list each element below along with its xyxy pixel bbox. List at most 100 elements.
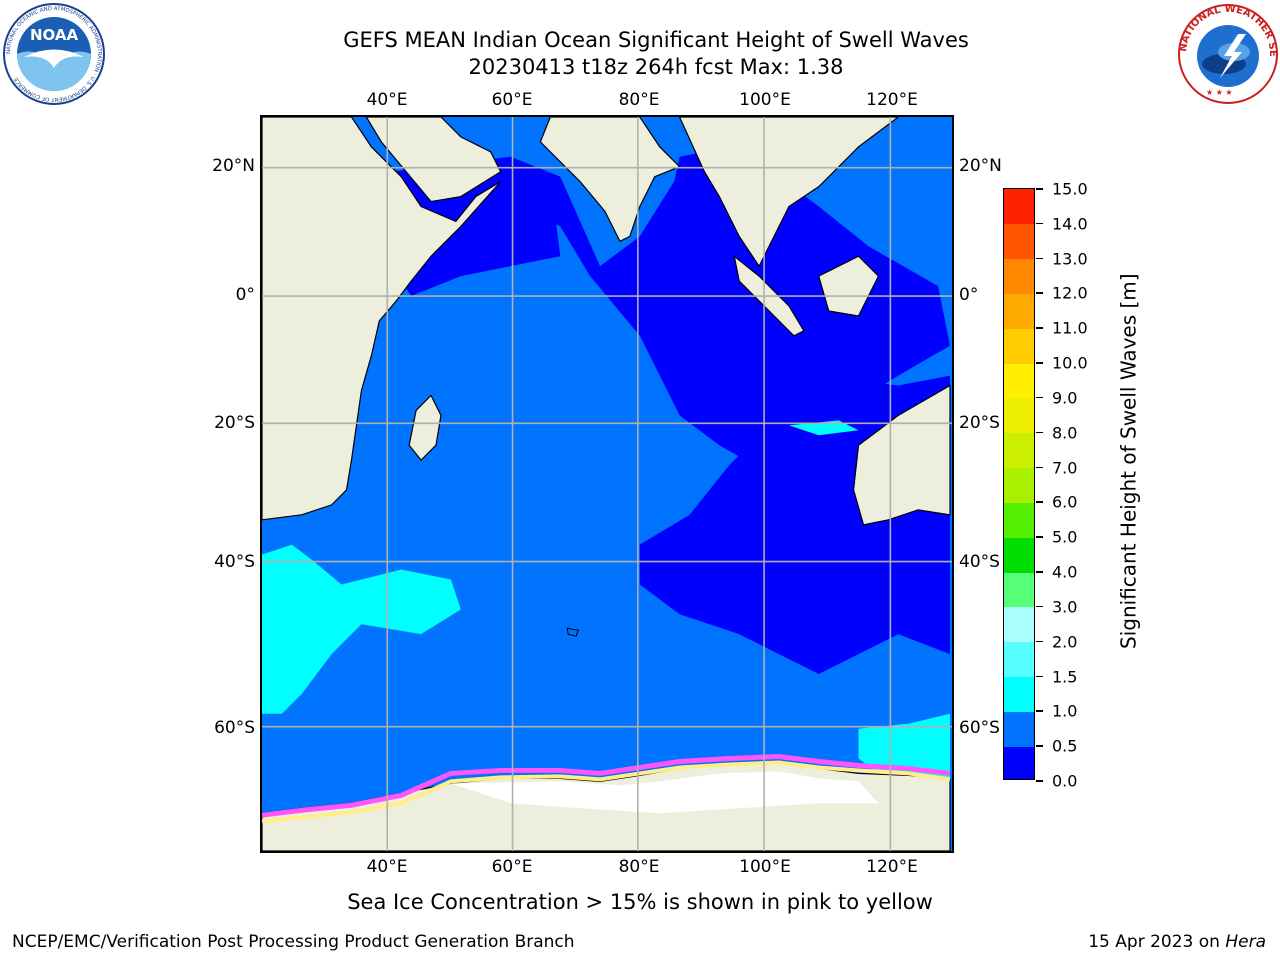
svg-text:★ ★ ★: ★ ★ ★ [1206,88,1233,97]
lat-label-right-0: 0° [959,285,979,305]
lon-label-top-100e: 100°E [739,90,791,110]
colorbar-tick [1036,640,1043,643]
colorbar-tick-label: 5.0 [1052,527,1078,547]
colorbar-tick [1036,222,1043,225]
colorbar-tick [1036,431,1043,434]
chart-subtitle: 20230413 t18z 264h fcst Max: 1.38 [468,55,844,79]
lat-label-right-20n: 20°N [959,156,1002,176]
colorbar-tick-label: 11.0 [1052,318,1088,338]
lon-label-bottom-80e: 80°E [618,857,660,877]
colorbar-tick-label: 7.0 [1052,458,1078,478]
colorbar-tick-label: 14.0 [1052,214,1088,234]
lat-label-left-0: 0° [235,285,255,305]
colorbar-segment [1004,746,1034,779]
colorbar-segment [1004,328,1034,364]
lon-label-top-60e: 60°E [491,90,533,110]
colorbar-segment [1004,258,1034,294]
lon-label-top-80e: 80°E [618,90,660,110]
land-india [539,117,681,243]
colorbar-tick [1036,362,1043,364]
lat-label-right-60s: 60°S [959,718,1000,738]
colorbar-tick-label: 13.0 [1052,249,1088,269]
noaa-logo-text: NOAA [30,26,79,44]
colorbar-tick [1036,257,1043,260]
lat-label-left-20s: 20°S [214,413,255,433]
colorbar-tick-label: 1.5 [1052,667,1078,687]
colorbar-tick [1036,501,1043,503]
noaa-logo: NOAA NATIONAL OCEANIC AND ATMOSPHERIC AD… [3,3,105,105]
nws-logo: NATIONAL WEATHER SERVICE ★ ★ ★ [1176,2,1278,104]
colorbar-tick [1036,605,1043,608]
land-australia [852,384,951,526]
land-madagascar [408,394,442,462]
colorbar-segment [1004,432,1034,469]
land-southeast-asia [678,117,900,268]
colorbar-tick-label: 10.0 [1052,353,1088,373]
colorbar-segment [1004,711,1034,747]
colorbar-segment [1004,467,1034,503]
colorbar-segment [1004,537,1034,573]
lon-label-bottom-60e: 60°E [491,857,533,877]
colorbar-segment [1004,223,1034,260]
colorbar-tick-label: 0.5 [1052,736,1078,756]
colorbar-tick-label: 12.0 [1052,283,1088,303]
colorbar-tick [1036,675,1043,678]
colorbar-tick-label: 8.0 [1052,423,1078,443]
sea-ice-edge [262,754,951,818]
colorbar [1003,188,1035,780]
credit-date-text: 15 Apr 2023 on [1088,932,1226,952]
land-africa [262,117,502,521]
colorbar-tick [1036,710,1043,712]
sea-ice-white [450,771,879,814]
colorbar-tick-label: 0.0 [1052,771,1078,791]
colorbar-tick [1036,292,1043,294]
graticule [262,117,952,851]
colorbar-tick [1036,571,1043,573]
colorbar-segment [1004,363,1034,399]
colorbar-tick-label: 3.0 [1052,597,1078,617]
colorbar-tick [1036,188,1043,190]
colorbar-segment [1004,502,1034,538]
colorbar-tick-label: 6.0 [1052,492,1078,512]
colorbar-segment [1004,572,1034,608]
lon-label-bottom-100e: 100°E [739,857,791,877]
colorbar-segment [1004,676,1034,712]
chart-title: GEFS MEAN Indian Ocean Significant Heigh… [343,28,969,52]
high-swell-southwest [262,544,461,714]
colorbar-tick-label: 4.0 [1052,562,1078,582]
sea-ice-inner [262,760,951,824]
low-swell-arabian-sea [391,176,561,297]
colorbar-segment [1004,293,1034,329]
colorbar-tick [1036,396,1043,399]
sea-ice-footnote: Sea Ice Concentration > 15% is shown in … [347,890,933,914]
colorbar-tick-label: 1.0 [1052,701,1078,721]
swell-height-map [260,115,954,853]
credit-branch: NCEP/EMC/Verification Post Processing Pr… [12,932,575,952]
colorbar-tick-label: 2.0 [1052,632,1078,652]
colorbar-tick [1036,780,1043,782]
lat-label-left-60s: 60°S [214,718,255,738]
lon-label-top-120e: 120°E [866,90,918,110]
colorbar-segment [1004,606,1034,643]
colorbar-tick [1036,536,1043,538]
lat-label-right-40s: 40°S [959,552,1000,572]
land-arabia [365,117,502,203]
colorbar-tick [1036,466,1043,469]
lat-label-left-20n: 20°N [212,156,255,176]
colorbar-tick [1036,745,1043,747]
colorbar-tick-label: 9.0 [1052,388,1078,408]
lon-label-bottom-40e: 40°E [366,857,408,877]
lat-label-right-20s: 20°S [959,413,1000,433]
lon-label-bottom-120e: 120°E [866,857,918,877]
colorbar-segment [1004,397,1034,434]
colorbar-tick-label: 15.0 [1052,179,1088,199]
land-kerguelen [566,627,579,637]
colorbar-segment [1004,641,1034,678]
colorbar-title: Significant Height of Swell Waves [m] [1116,273,1141,649]
colorbar-segment [1004,189,1034,225]
credit-date: 15 Apr 2023 on Hera [1088,932,1266,952]
credit-host: Hera [1225,932,1266,952]
colorbar-tick [1036,327,1043,329]
lon-label-top-40e: 40°E [366,90,408,110]
lat-label-left-40s: 40°S [214,552,255,572]
